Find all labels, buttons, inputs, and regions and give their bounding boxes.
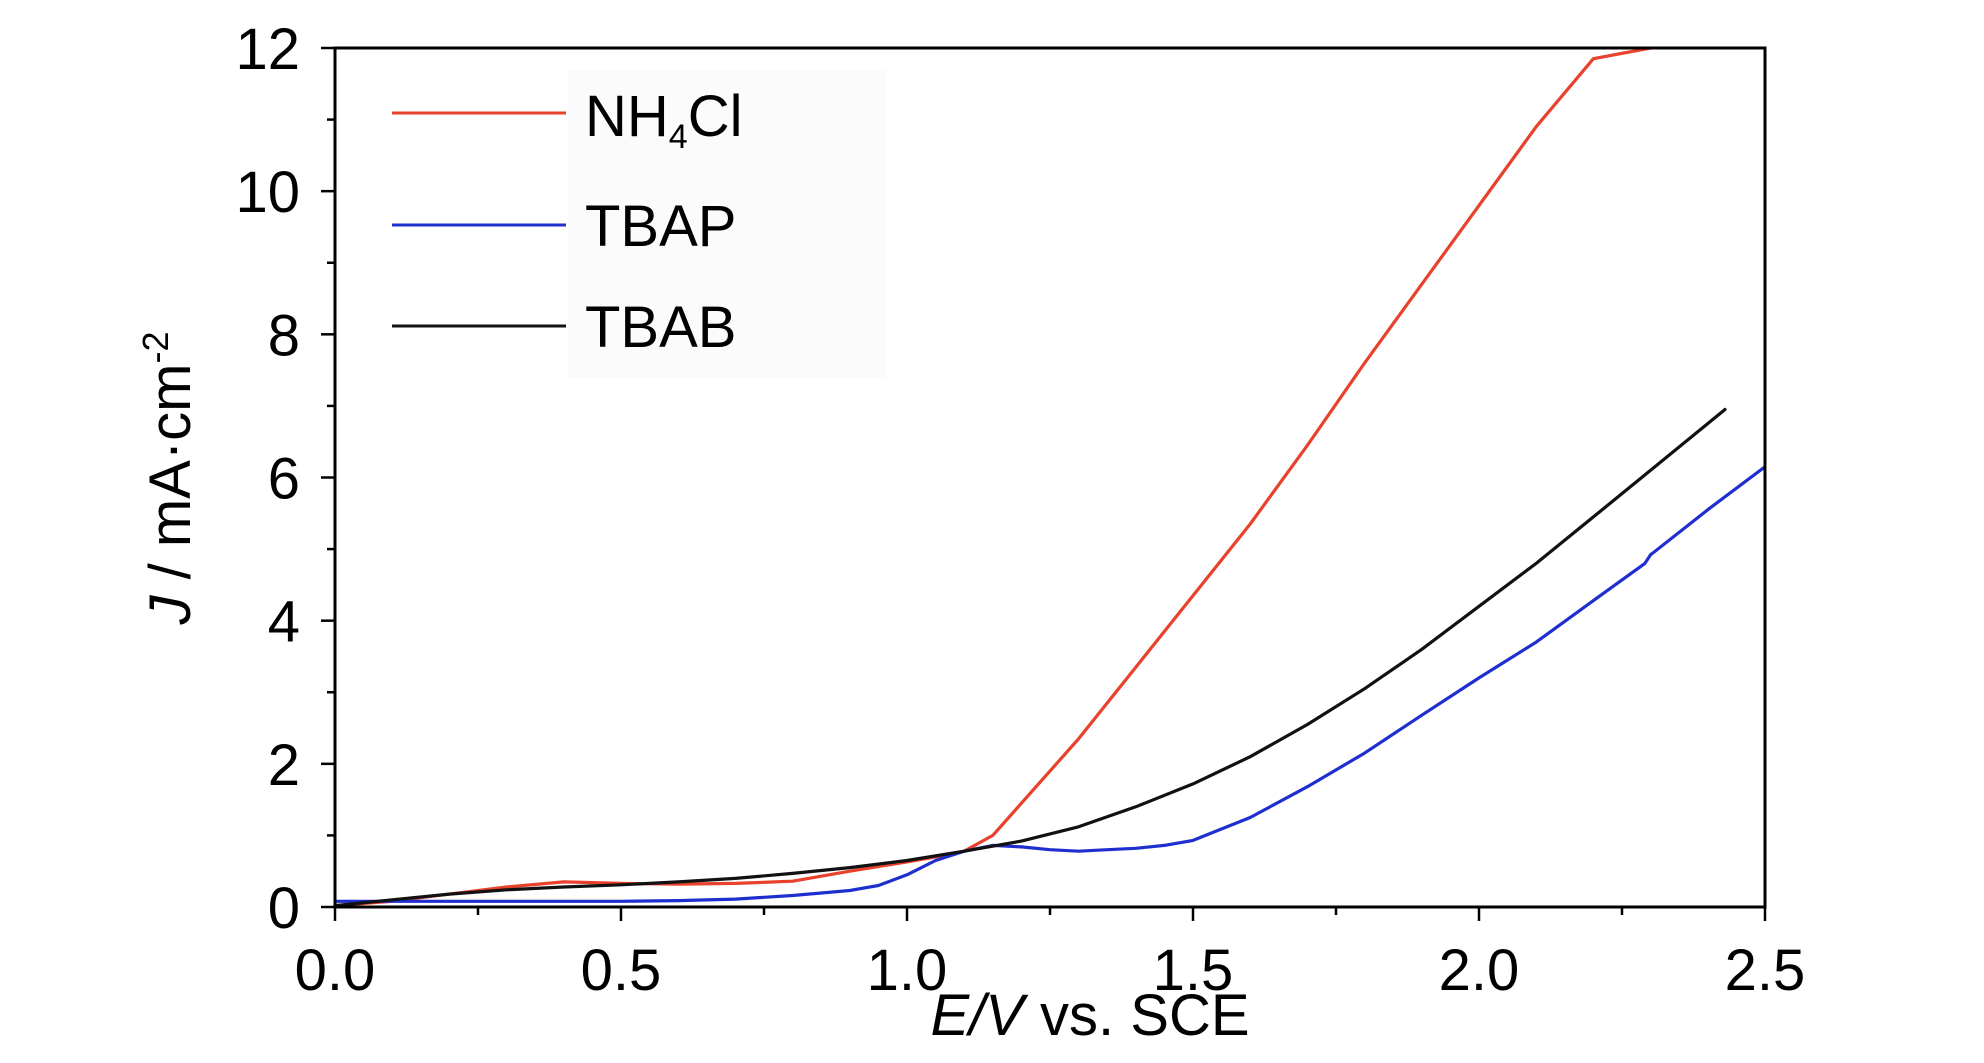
plot-lines <box>335 46 1765 908</box>
x-tick-label: 0.0 <box>295 938 376 1003</box>
y-tick-label: 10 <box>235 160 300 225</box>
series-line-tbab <box>335 407 1727 908</box>
y-axis-title-sup: -2 <box>135 332 176 364</box>
plot-frame <box>333 46 1767 909</box>
y-tick-label: 8 <box>268 303 300 368</box>
y-axis-ticks <box>321 46 335 909</box>
series-line-nh4cl <box>335 46 1653 908</box>
y-axis-title-rest: / mA·cm <box>138 364 203 596</box>
legend-label-nh4cl: NH4Cl <box>585 84 742 156</box>
legend-label-tbab: TBAB <box>585 295 737 360</box>
y-tick-label: 12 <box>235 17 300 82</box>
x-tick-label: 1.0 <box>867 938 948 1003</box>
x-axis-title: E/V vs. SCE <box>930 983 1249 1048</box>
y-axis-title: J / mA·cm-2 <box>135 332 203 626</box>
x-tick-label: 2.5 <box>1725 938 1806 1003</box>
legend: NH4Cl TBAP TBAB <box>392 84 742 360</box>
y-tick-label: 4 <box>268 590 300 655</box>
y-axis-tick-labels: 0 2 4 6 8 10 12 <box>235 17 300 941</box>
x-axis-title-rest: vs. SCE <box>1024 983 1250 1048</box>
y-tick-label: 6 <box>268 447 300 512</box>
legend-background <box>568 70 886 378</box>
x-axis-ticks <box>333 907 1767 921</box>
x-tick-label: 1.5 <box>1153 938 1234 1003</box>
x-tick-label: 0.5 <box>581 938 662 1003</box>
x-axis-tick-labels: 0.0 0.5 1.0 1.5 2.0 2.5 <box>295 938 1806 1003</box>
y-tick-label: 2 <box>268 733 300 798</box>
legend-label-nh4cl-sub: 4 <box>669 118 688 156</box>
legend-label-nh4cl-tail: Cl <box>688 84 743 149</box>
x-axis-title-italic: E/V <box>930 983 1029 1048</box>
legend-label-nh4cl-main: NH <box>585 84 669 149</box>
x-tick-label: 2.0 <box>1439 938 1520 1003</box>
y-tick-label: 0 <box>268 876 300 941</box>
legend-label-tbap: TBAP <box>585 194 737 259</box>
y-axis-title-italic: J <box>138 595 203 626</box>
series-line-tbap <box>335 465 1765 903</box>
